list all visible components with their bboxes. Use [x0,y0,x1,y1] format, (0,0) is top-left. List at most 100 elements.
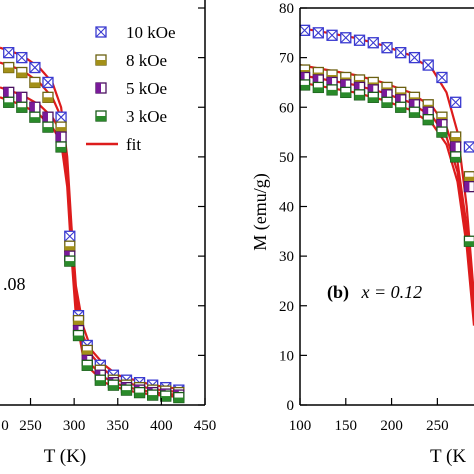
data-point-3-koe [340,86,352,99]
x-tick-label: 150 [335,418,358,434]
data-point-3-koe [312,81,324,94]
legend-swatch [95,26,107,38]
data-point-5-koe [450,141,462,153]
data-point-3-koe [395,101,407,113]
data-point-10-koe [340,32,352,44]
data-point-3-koe [422,114,434,126]
panel-b-composition: x = 0.12 [361,282,423,302]
data-point-3-koe [300,79,311,91]
data-point-8-koe [64,240,76,252]
data-point-3-koe [381,96,393,108]
y-tick-label: 70 [279,51,294,67]
y-tick-label: 50 [279,150,294,166]
data-point-10-koe [55,111,67,123]
legend-item-5-koe: 5 kOe [95,79,167,98]
data-point-10-koe [463,141,474,153]
x-tick-label: 400 [150,418,173,434]
data-point-10-koe [408,51,421,64]
data-point-5-koe [29,101,41,113]
x-tick-label: 200 [380,418,403,434]
data-point-3-koe [94,374,106,386]
data-point-10-koe [16,51,28,64]
legend-label: 3 kOe [126,107,167,126]
data-point-10-koe [367,37,379,49]
data-point-3-koe [173,391,185,404]
y-tick-label: 30 [279,249,294,265]
data-point-10-koe [42,76,54,89]
data-point-8-koe [3,61,15,74]
data-point-8-koe [29,76,41,89]
data-point-10-koe [436,71,448,84]
data-point-3-koe [408,106,421,118]
data-point-3-koe [64,255,76,267]
data-point-8-koe [16,66,28,79]
data-point-10-koe [450,96,462,108]
legend-item-3-koe: 3 kOe [95,107,167,126]
data-point-3-koe [367,91,379,103]
data-point-10-koe [64,230,76,242]
data-point-3-koe [120,384,133,396]
data-point-5-koe [55,131,67,143]
x-tick-label: 450 [194,418,217,434]
panel-b-y-axis-label: M (emu/g) [250,173,271,250]
data-point-10-koe [29,61,41,74]
data-point-10-koe [395,47,407,59]
x-tick-label: 250 [19,418,42,434]
data-point-10-koe [422,59,434,71]
panel-a: 250 300 350 400 450 0 T (K) .08 10 kOe 8 kOe 5… [0,0,216,467]
data-point-3-koe [3,96,15,108]
panel-a-partial-tick-label: 0 [1,418,9,434]
legend: 10 kOe 8 kOe 5 kOe 3 kOe fit [82,18,192,166]
data-point-8-koe [450,131,462,143]
data-point-10-koe [353,34,366,46]
legend-item-8-koe: 8 kOe [95,51,167,70]
legend-swatch [95,54,107,66]
data-point-5-koe [3,86,15,99]
panel-a-x-axis-label: T (K) [44,446,86,467]
data-point-8-koe [81,344,93,357]
panel-b-label: (b) x = 0.12 [327,282,422,303]
data-point-3-koe [72,329,85,342]
data-point-8-koe [55,121,67,133]
x-tick-label: 350 [107,418,130,434]
data-point-5-koe [463,180,474,193]
data-point-3-koe [133,386,146,399]
data-point-8-koe [72,314,85,327]
x-tick-label: 250 [426,418,449,434]
data-point-5-koe [42,111,54,123]
data-point-3-koe [436,126,448,138]
y-tick-label: 0 [287,398,295,414]
y-tick-label: 60 [279,100,294,116]
legend-swatch [95,82,107,94]
y-tick-label: 80 [279,1,294,17]
legend-label: 10 kOe [126,23,176,42]
legend-label: fit [126,135,141,154]
panel-b-letter: (b) [327,282,349,303]
data-point-3-koe [353,89,366,101]
panel-b-x-axis-label: T (K [430,446,466,467]
data-point-3-koe [55,141,67,153]
data-point-3-koe [463,235,474,247]
data-point-5-koe [16,91,28,103]
data-point-8-koe [42,91,54,103]
data-point-3-koe [147,389,159,401]
data-point-3-koe [16,101,28,113]
panel-b-label-background [323,276,445,308]
x-tick-label: 300 [63,418,86,434]
data-point-10-koe [326,29,338,41]
data-point-3-koe [450,151,462,163]
legend-label: 8 kOe [126,51,167,70]
y-tick-label: 20 [279,299,294,315]
legend-item-10-koe: 10 kOe [95,23,176,42]
panel-a-label-value: .08 [3,274,26,294]
data-point-3-koe [42,121,54,133]
x-tick-label: 100 [289,418,312,434]
data-point-10-koe [312,27,324,39]
y-tick-label: 10 [279,348,294,364]
data-point-8-koe [463,171,474,183]
data-point-3-koe [160,390,172,402]
data-point-10-koe [381,42,393,54]
data-point-3-koe [107,379,120,391]
legend-label: 5 kOe [126,79,167,98]
